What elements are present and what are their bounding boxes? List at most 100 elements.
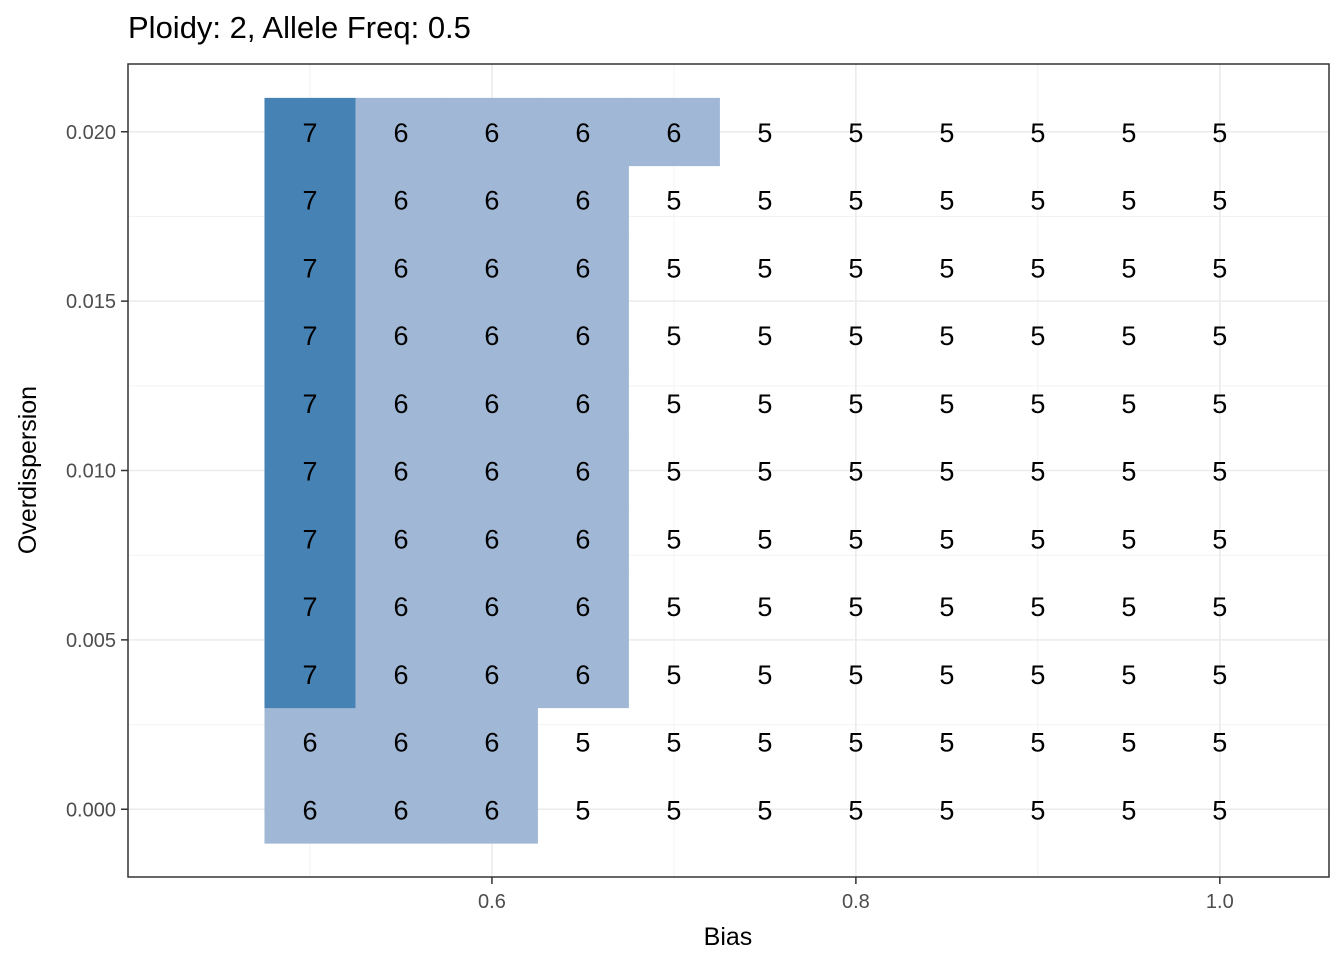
cell-value-label: 5 — [848, 795, 863, 825]
cell-value-label: 6 — [393, 186, 408, 216]
cell-value-label: 6 — [484, 253, 499, 283]
cell-value-label: 7 — [302, 524, 317, 554]
cell-value-label: 5 — [939, 253, 954, 283]
cell-value-label: 5 — [1212, 118, 1227, 148]
heatmap-cell — [355, 707, 447, 776]
x-axis-title: Bias — [704, 923, 753, 951]
cell-value-label: 5 — [666, 728, 681, 758]
cell-value-label: 6 — [393, 321, 408, 351]
cell-value-label: 5 — [757, 524, 772, 554]
cell-value-label: 6 — [393, 253, 408, 283]
cell-value-label: 5 — [666, 389, 681, 419]
heatmap-cell — [537, 97, 629, 167]
cell-value-label: 5 — [666, 457, 681, 487]
y-tick-label: 0.000 — [66, 799, 116, 821]
heatmap-cell — [355, 233, 447, 302]
heatmap-cell — [537, 436, 629, 505]
cell-value-label: 5 — [1030, 457, 1045, 487]
heatmap-cell — [537, 572, 629, 641]
heatmap-cell — [446, 572, 538, 641]
heatmap-cell — [446, 436, 538, 505]
heatmap-cell — [264, 368, 356, 438]
cell-value-label: 5 — [757, 592, 772, 622]
cell-value-label: 5 — [1030, 592, 1045, 622]
cell-value-label: 6 — [393, 118, 408, 148]
cell-value-label: 6 — [575, 321, 590, 351]
heatmap-cell — [446, 233, 538, 302]
cell-value-label: 5 — [1212, 253, 1227, 283]
y-tick-label: 0.015 — [66, 291, 116, 313]
cell-value-label: 7 — [302, 389, 317, 419]
cell-value-label: 6 — [575, 118, 590, 148]
heatmap-cell — [355, 436, 447, 505]
cell-value-label: 6 — [484, 389, 499, 419]
heatmap-cell — [264, 572, 356, 641]
heatmap-cell — [628, 97, 720, 167]
heatmap-cell — [355, 301, 447, 370]
cell-value-label: 5 — [1030, 118, 1045, 148]
heatmap-cell — [446, 165, 538, 234]
cell-value-label: 7 — [302, 592, 317, 622]
cell-value-label: 7 — [302, 118, 317, 148]
cell-value-label: 6 — [575, 524, 590, 554]
x-tick-label: 0.6 — [478, 891, 506, 913]
cell-value-label: 6 — [484, 186, 499, 216]
heatmap-cell — [537, 504, 629, 573]
heatmap-cell — [355, 572, 447, 641]
cell-value-label: 5 — [757, 660, 772, 690]
cell-value-label: 6 — [575, 186, 590, 216]
heatmap-cell — [264, 301, 356, 370]
cell-value-label: 6 — [393, 728, 408, 758]
heatmap-cell — [355, 165, 447, 234]
cell-labels: 6 6 6 5 5 5 5 5 5 5 5 6 6 6 5 5 5 5 5 5 5 5 7 6 6 6 5 5 5 5 5 5 5 7 6 6 6 5 5 5… — [302, 118, 1227, 826]
cell-value-label: 6 — [393, 795, 408, 825]
cell-value-label: 7 — [302, 186, 317, 216]
cell-value-label: 5 — [1212, 660, 1227, 690]
cell-value-label: 6 — [575, 592, 590, 622]
heatmap-cell — [264, 707, 356, 776]
heatmap-cell — [355, 97, 447, 167]
heatmap-cell — [446, 639, 538, 709]
cell-value-label: 5 — [939, 592, 954, 622]
cell-value-label: 6 — [484, 457, 499, 487]
cell-value-label: 5 — [848, 186, 863, 216]
cell-value-label: 6 — [484, 592, 499, 622]
cell-value-label: 5 — [757, 457, 772, 487]
cell-value-label: 5 — [1121, 186, 1136, 216]
chart-title: Ploidy: 2, Allele Freq: 0.5 — [128, 10, 471, 45]
heatmap-cell — [537, 165, 629, 234]
heatmap-cell — [446, 504, 538, 573]
heatmap-cell — [264, 775, 356, 844]
cell-value-label: 6 — [575, 660, 590, 690]
cell-value-label: 5 — [939, 795, 954, 825]
cell-value-label: 5 — [757, 253, 772, 283]
heatmap-cell — [264, 639, 356, 709]
cell-value-label: 5 — [848, 524, 863, 554]
cell-value-label: 5 — [1121, 660, 1136, 690]
y-tick-label: 0.020 — [66, 122, 116, 144]
x-tick-label: 1.0 — [1206, 891, 1234, 913]
cell-value-label: 6 — [393, 592, 408, 622]
cell-value-label: 5 — [848, 457, 863, 487]
cell-value-label: 5 — [1030, 524, 1045, 554]
cell-value-label: 5 — [666, 524, 681, 554]
cell-value-label: 6 — [393, 524, 408, 554]
cell-value-label: 6 — [393, 457, 408, 487]
heatmap-cell — [446, 707, 538, 776]
cell-value-label: 5 — [666, 253, 681, 283]
cell-value-label: 5 — [848, 728, 863, 758]
cell-value-label: 5 — [757, 728, 772, 758]
heatmap-cell — [355, 639, 447, 709]
cell-value-label: 6 — [302, 795, 317, 825]
cell-value-label: 5 — [1030, 253, 1045, 283]
cell-value-label: 5 — [1212, 592, 1227, 622]
cell-value-label: 6 — [484, 321, 499, 351]
cell-value-label: 5 — [1121, 524, 1136, 554]
heatmap-cell — [537, 301, 629, 370]
cell-value-label: 5 — [1030, 660, 1045, 690]
x-tick-label: 0.8 — [842, 891, 870, 913]
cell-value-label: 5 — [848, 660, 863, 690]
heatmap-cell — [446, 97, 538, 167]
cell-value-label: 5 — [939, 186, 954, 216]
